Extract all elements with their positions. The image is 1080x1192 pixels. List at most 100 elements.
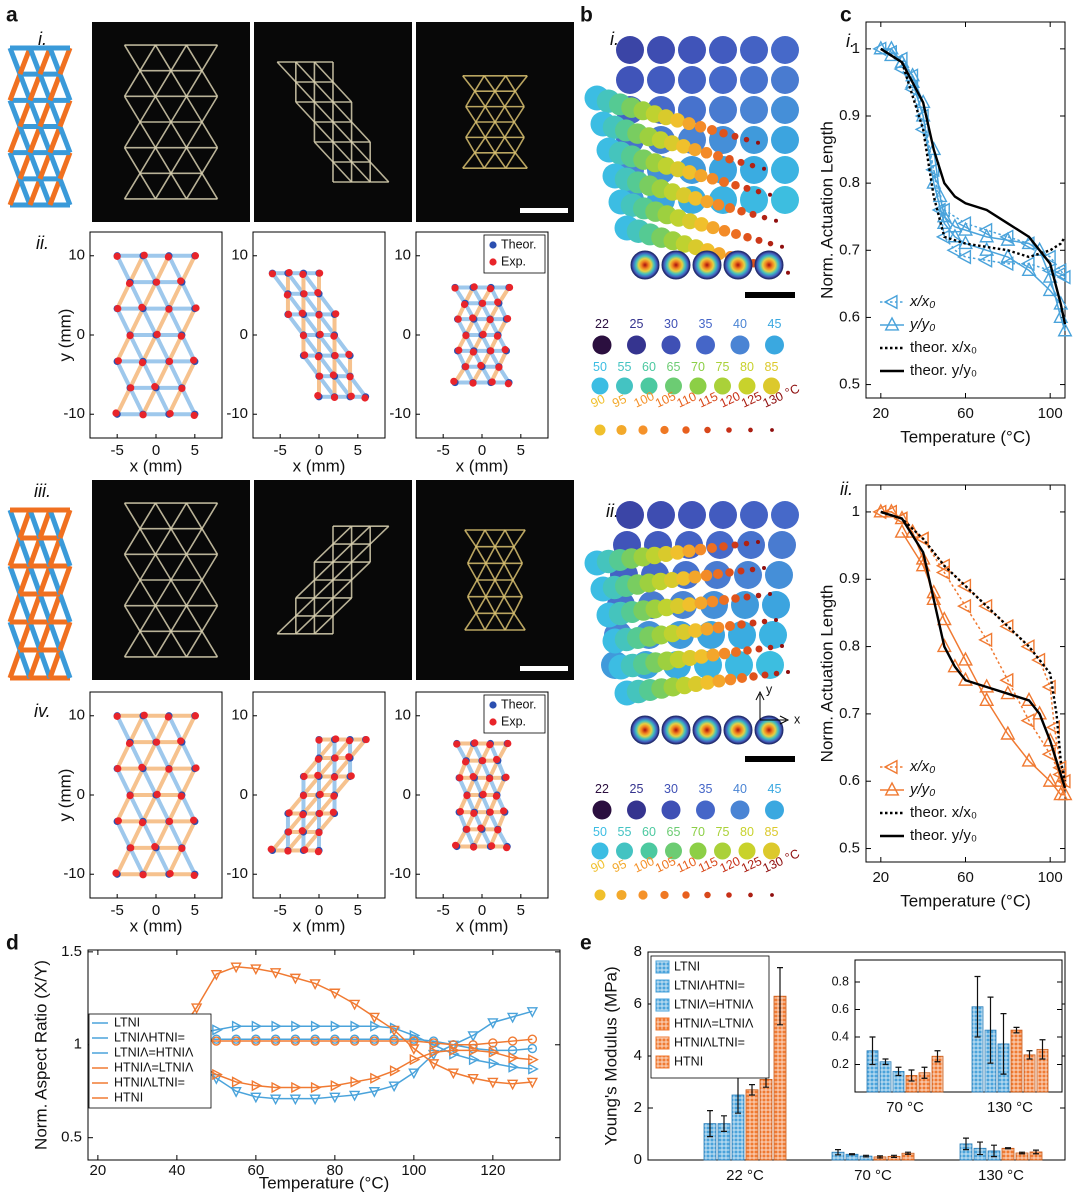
- marker: [506, 1012, 519, 1024]
- photo-strut: [201, 121, 219, 149]
- photo-strut: [185, 121, 203, 149]
- marker: [1041, 679, 1056, 695]
- temperature-unit: °C: [783, 847, 802, 866]
- photo-strut: [170, 70, 188, 97]
- particle-rest: [630, 715, 660, 745]
- photo-strut: [505, 75, 516, 92]
- error-bar: [908, 1069, 915, 1082]
- temperature-value: 35: [699, 782, 713, 796]
- lattice-icon-strut: [57, 73, 73, 102]
- photo-strut: [313, 543, 334, 563]
- y-tick-label: 0: [77, 786, 85, 803]
- lattice-strut: [317, 313, 337, 337]
- temperature-value: 40: [733, 317, 747, 331]
- marker: [893, 511, 908, 527]
- temperature-value: 130: [761, 854, 786, 876]
- x-tick-label: 70 °C: [854, 1167, 892, 1184]
- photo-strut: [313, 561, 334, 581]
- temperature-swatch: [594, 889, 606, 901]
- photo-strut: [484, 90, 496, 108]
- y-tick-label: 4: [634, 1047, 642, 1064]
- lattice-strut: [141, 846, 158, 876]
- lattice-icon-strut: [47, 593, 63, 623]
- photo-strut: [476, 562, 487, 581]
- experiment-node: [503, 314, 512, 323]
- photo-strut: [154, 502, 172, 530]
- temperature-value: 65: [667, 360, 681, 374]
- marker: [978, 598, 993, 614]
- particle-trail: [774, 618, 778, 622]
- y-tick-label: 0.7: [839, 241, 860, 258]
- marker: [946, 242, 961, 258]
- photo-strut: [332, 597, 353, 617]
- particle-trail: [658, 109, 674, 126]
- legend-dot: [489, 258, 497, 266]
- temperature-label: 40: [733, 782, 747, 796]
- y-tick-label: -10: [389, 405, 411, 422]
- lattice-icon-strut: [47, 125, 63, 154]
- photo-strut: [276, 61, 297, 83]
- particle-trail: [694, 649, 709, 664]
- lattice-strut: [167, 360, 184, 389]
- marker: [291, 1020, 302, 1032]
- error-bar: [921, 1066, 928, 1079]
- experiment-node: [268, 270, 277, 278]
- photo-strut: [123, 147, 141, 174]
- legend-label: HTNIΛ=LTNIΛ: [674, 1016, 754, 1030]
- photo-strut: [123, 44, 141, 72]
- x-tick-label: 100: [1038, 869, 1063, 886]
- y-tick-label: 10: [68, 707, 85, 724]
- experiment-node: [455, 346, 463, 354]
- photo-strut: [332, 101, 353, 123]
- y-tick-label: 0.5: [839, 376, 860, 393]
- marker: [1053, 786, 1069, 801]
- particle: [725, 651, 753, 679]
- y-tick-label: 10: [231, 247, 248, 264]
- y-tick-label: 1.5: [61, 943, 82, 960]
- experiment-node: [330, 792, 338, 800]
- particle-trail: [700, 195, 714, 209]
- lattice-strut: [128, 846, 145, 876]
- photo-strut: [295, 615, 315, 635]
- temperature-swatch: [627, 335, 646, 355]
- photo-strut: [201, 630, 219, 658]
- temperature-swatch: [770, 893, 774, 897]
- experiment-node: [345, 350, 353, 358]
- lattice-strut: [128, 334, 145, 363]
- error-bar: [1000, 1013, 1007, 1075]
- marker: [935, 565, 950, 580]
- photo-strut: [351, 525, 371, 545]
- marker: [883, 40, 899, 55]
- photo-strut: [185, 630, 203, 658]
- lattice-strut: [317, 292, 337, 316]
- lattice-icon-strut: [27, 509, 43, 539]
- experiment-node: [479, 757, 487, 765]
- particle-rest: [723, 250, 753, 280]
- experiment-node: [315, 736, 323, 744]
- lattice-strut: [115, 794, 132, 823]
- y-axis-label: y (mm): [55, 309, 74, 362]
- experiment-node: [488, 378, 496, 386]
- photo-strut: [185, 70, 203, 97]
- lattice-strut: [154, 820, 171, 849]
- photo-strut: [170, 553, 188, 581]
- photo-strut: [295, 101, 315, 123]
- legend-label: theor. x/x₀: [910, 339, 977, 356]
- lattice-icon-strut: [17, 177, 33, 206]
- lattice-icon-strut: [37, 47, 53, 76]
- photo-strut: [170, 147, 188, 174]
- experiment-node: [493, 332, 502, 340]
- photo-strut: [494, 90, 506, 108]
- marker: [873, 503, 889, 518]
- lattice-strut: [332, 354, 352, 378]
- temperature-value: 90: [589, 857, 608, 876]
- particle-trail: [682, 597, 697, 612]
- lattice-strut: [180, 281, 197, 310]
- temperature-swatch: [682, 891, 690, 899]
- photo-strut: [201, 553, 219, 581]
- marker: [468, 1040, 478, 1050]
- temperature-unit: °C: [783, 382, 802, 401]
- temperature-swatch: [616, 842, 633, 860]
- legend-dot: [489, 241, 497, 249]
- lattice-strut: [167, 281, 184, 310]
